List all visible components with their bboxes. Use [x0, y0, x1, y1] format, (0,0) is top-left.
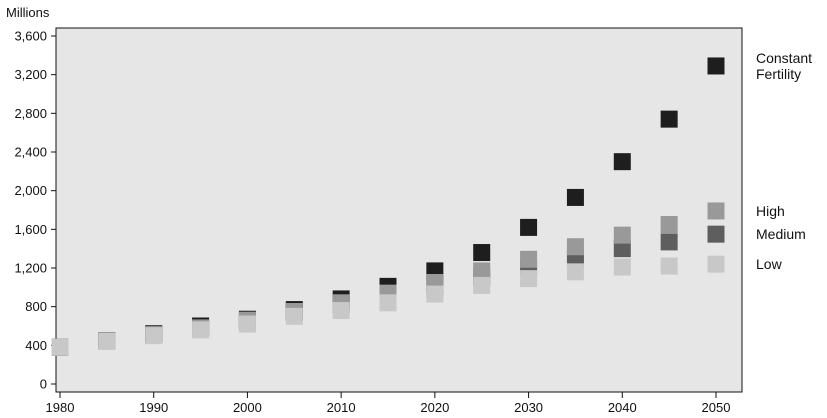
data-point-high — [707, 202, 725, 220]
y-tick-label: 800 — [25, 299, 47, 314]
y-tick-label: 2,400 — [14, 145, 47, 160]
data-point-low — [285, 307, 303, 325]
data-point-high — [473, 262, 491, 280]
x-tick-label: 2000 — [233, 400, 262, 415]
data-point-low — [707, 255, 725, 273]
data-point-high — [660, 216, 678, 233]
data-point-constant-fertility — [566, 188, 584, 206]
x-tick-label: 1980 — [46, 400, 75, 415]
data-point-low — [473, 276, 491, 294]
data-point-medium — [660, 233, 678, 251]
legend: Constant Fertility Medium High Low — [756, 50, 812, 272]
plot-area — [55, 27, 743, 393]
data-point-low — [145, 327, 163, 345]
y-tick-label: 400 — [25, 338, 47, 353]
data-point-low — [520, 270, 538, 288]
series-low — [51, 255, 725, 356]
data-point-constant-fertility — [613, 153, 631, 171]
legend-label-constant-fertility: Constant Fertility — [756, 50, 812, 82]
y-tick-label: 3,600 — [14, 29, 47, 44]
y-tick-label: 0 — [40, 377, 47, 392]
data-point-constant-fertility — [520, 218, 538, 236]
data-point-low — [192, 321, 210, 339]
legend-label-medium: Medium — [756, 226, 806, 242]
data-point-low — [51, 338, 69, 356]
data-point-high — [566, 238, 584, 256]
data-point-high — [613, 226, 631, 244]
y-tick-label: 2,800 — [14, 106, 47, 121]
data-point-constant-fertility — [473, 244, 491, 262]
data-markers — [51, 57, 725, 356]
data-point-low — [332, 302, 350, 320]
y-tick-label: 2,000 — [14, 183, 47, 198]
x-tick-label: 2040 — [608, 400, 637, 415]
x-tick-label: 1990 — [139, 400, 168, 415]
data-point-low — [660, 257, 678, 275]
x-tick-label: 2050 — [702, 400, 731, 415]
data-point-constant-fertility — [660, 110, 678, 128]
x-axis: 1980 1990 2000 2010 2020 2030 2040 2050 — [46, 392, 731, 415]
y-tick-label: 1,200 — [14, 261, 47, 276]
data-point-constant-fertility — [707, 57, 725, 75]
data-point-low — [98, 332, 116, 350]
y-axis-unit-label: Millions — [6, 5, 50, 20]
data-point-medium — [613, 240, 631, 258]
data-point-medium — [707, 225, 725, 243]
data-point-low — [379, 294, 397, 312]
x-tick-label: 2020 — [420, 400, 449, 415]
x-tick-label: 2030 — [514, 400, 543, 415]
data-point-low — [613, 258, 631, 276]
data-point-low — [238, 315, 256, 333]
legend-label-high: High — [756, 203, 785, 219]
data-point-low — [426, 285, 444, 303]
data-point-high — [520, 250, 538, 268]
legend-label-low: Low — [756, 256, 783, 272]
y-tick-label: 3,200 — [14, 67, 47, 82]
y-axis: 0 400 800 1,200 1,600 2,000 2,400 2,800 3,200 3,6… — [14, 29, 56, 392]
y-tick-label: 1,600 — [14, 222, 47, 237]
x-tick-label: 2010 — [327, 400, 356, 415]
data-point-low — [566, 263, 584, 281]
